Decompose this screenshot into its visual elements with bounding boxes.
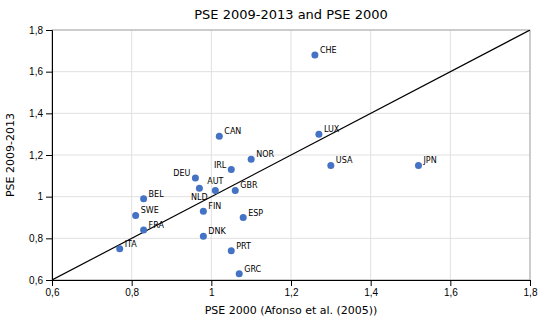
tick-label: 1,4 [364, 287, 378, 298]
point [132, 212, 139, 219]
tick-mark [46, 155, 52, 156]
point [196, 185, 203, 192]
tick-label: 1,6 [444, 287, 458, 298]
point [228, 166, 235, 173]
point-label: GRC [244, 265, 261, 274]
tick: 0,8 [29, 233, 52, 244]
tick-label: 1 [37, 191, 43, 202]
point-labels: CHE LUX CAN NOR IRL DEU NLD AUT GBR BEL FIN SWE ESP F… [125, 46, 437, 274]
point [140, 227, 147, 234]
x-axis-title: PSE 2000 (Afonso et al. (2005)) [205, 304, 378, 317]
tick-label: 0,6 [29, 275, 43, 286]
point [415, 162, 422, 169]
tick-mark [46, 72, 52, 73]
tick-label: 1,8 [29, 25, 43, 36]
point-label: SWE [141, 206, 159, 215]
point [315, 131, 322, 138]
tick-mark [46, 30, 52, 31]
reference-line [52, 30, 530, 280]
tick-label: 1,6 [29, 66, 43, 77]
tick: 1,8 [524, 280, 538, 298]
point-label: ITA [125, 240, 138, 249]
point-label: BEL [149, 190, 165, 199]
point [236, 270, 243, 277]
point-label: DEU [173, 169, 190, 178]
point-label: NLD [191, 193, 208, 202]
tick-mark [46, 197, 52, 198]
y-axis-title: PSE 2009-2013 [4, 113, 17, 197]
point [212, 187, 219, 194]
point-label: FRA [149, 221, 165, 230]
tick: 0,6 [46, 280, 60, 298]
tick-mark [530, 280, 531, 286]
tick-label: 1 [209, 287, 215, 298]
tick: 1,8 [29, 25, 52, 36]
tick-label: 0,6 [46, 287, 60, 298]
tick: 1,2 [29, 150, 52, 161]
tick-label: 1,2 [29, 150, 43, 161]
axis-line [53, 281, 531, 287]
tick: 0,8 [125, 280, 139, 298]
tick-label: 1,2 [285, 287, 299, 298]
tick-mark [450, 280, 451, 286]
tick-mark [132, 280, 133, 286]
tick-label: 0,8 [29, 233, 43, 244]
point-label: ESP [248, 209, 263, 218]
point [240, 214, 247, 221]
point [200, 233, 207, 240]
marks [52, 30, 530, 280]
point [116, 245, 123, 252]
plot-frame [52, 30, 530, 280]
point [192, 174, 199, 181]
tick-mark [291, 280, 292, 286]
x-axis: 0,6 0,8 1 1,2 1,4 1,6 1,8 [46, 280, 538, 298]
point-label: NOR [256, 150, 274, 159]
point [140, 195, 147, 202]
axis-line [46, 31, 53, 281]
plot: 0,6 0,8 1 1,2 1,4 1,6 1,8 0,6 0,8 1 1,2 1,4 1,6 1,8 CH… [29, 25, 538, 298]
tick: 1,6 [444, 280, 458, 298]
point-label: AUT [207, 177, 223, 186]
grid-line [52, 71, 530, 72]
point [248, 156, 255, 163]
point [200, 208, 207, 215]
tick: 1,2 [285, 280, 299, 298]
grid-line [52, 196, 530, 197]
point-label: JPN [422, 156, 436, 165]
tick: 1 [209, 280, 215, 298]
point-label: IRL [214, 161, 227, 170]
chart: 0,6 0,8 1 1,2 1,4 1,6 1,8 0,6 0,8 1 1,2 1,4 1,6 1,8 CH… [0, 0, 548, 322]
tick: 0,6 [29, 275, 52, 286]
point-label: LUX [324, 125, 340, 134]
grid-line [52, 113, 530, 114]
point [216, 133, 223, 140]
tick: 1,6 [29, 66, 52, 77]
y-axis: 0,6 0,8 1 1,2 1,4 1,6 1,8 [29, 25, 52, 286]
tick-mark [46, 280, 52, 281]
point-label: CAN [224, 127, 241, 136]
tick: 1,4 [364, 280, 378, 298]
point-label: USA [336, 156, 353, 165]
tick-label: 1,4 [29, 108, 43, 119]
point [232, 187, 239, 194]
point-label: FIN [208, 202, 221, 211]
point [228, 247, 235, 254]
grid [52, 30, 530, 280]
tick-mark [46, 238, 52, 239]
tick-label: 1,8 [524, 287, 538, 298]
point [311, 52, 318, 59]
point-label: PRT [236, 242, 251, 251]
tick: 1 [37, 191, 52, 202]
point [327, 162, 334, 169]
tick-mark [371, 280, 372, 286]
point-label: GBR [240, 181, 258, 190]
tick-label: 0,8 [125, 287, 139, 298]
grid-line [52, 238, 530, 239]
tick: 1,4 [29, 108, 52, 119]
point-label: CHE [320, 46, 337, 55]
title: PSE 2009-2013 and PSE 2000 [194, 7, 388, 22]
tick-mark [211, 280, 212, 286]
tick-mark [46, 113, 52, 114]
point-label: DNK [208, 227, 226, 236]
